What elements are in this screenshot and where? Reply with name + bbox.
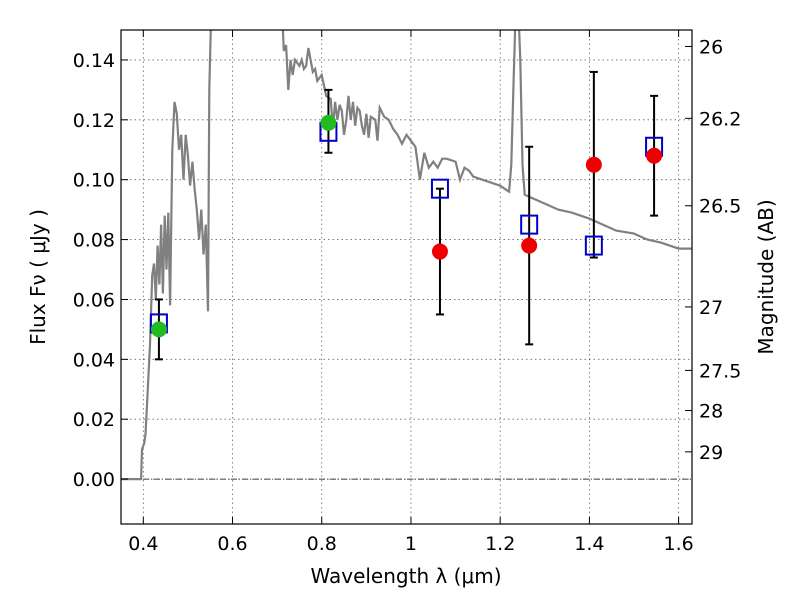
right-tick-label: 27 bbox=[699, 297, 723, 319]
y-tick-label: 0.00 bbox=[73, 469, 115, 491]
ticks: 0.4 0.6 0.8 1 1.2 1.4 1.6 0.00 0.02 0.04 0.06 0.08 0… bbox=[73, 30, 741, 555]
plot-area bbox=[121, 30, 692, 481]
x-tick-label: 1.4 bbox=[574, 533, 604, 555]
y-tick-label: 0.08 bbox=[73, 230, 115, 252]
right-tick-label: 29 bbox=[699, 442, 723, 464]
y-axis-label: Flux Fν ( μJy ) bbox=[26, 209, 50, 345]
y-tick-label: 0.10 bbox=[73, 170, 115, 192]
nondetection-point bbox=[431, 243, 448, 260]
nondetection-point bbox=[521, 237, 538, 254]
right-tick-label: 28 bbox=[699, 401, 723, 423]
model-square bbox=[584, 235, 603, 256]
nondetection-point bbox=[646, 147, 663, 164]
x-tick-label: 1.2 bbox=[485, 533, 515, 555]
y-tick-label: 0.02 bbox=[73, 409, 115, 431]
model-square bbox=[430, 178, 449, 199]
x-tick-label: 1 bbox=[405, 533, 417, 555]
x-tick-label: 0.6 bbox=[217, 533, 247, 555]
observation-markers bbox=[150, 114, 663, 338]
plot-frame bbox=[120, 29, 693, 525]
model-squares bbox=[149, 121, 664, 334]
y-tick-label: 0.06 bbox=[73, 289, 115, 311]
y-tick-label: 0.04 bbox=[73, 349, 115, 371]
detection-point bbox=[320, 114, 337, 131]
y-tick-label: 0.14 bbox=[73, 50, 115, 72]
x-tick-label: 1.6 bbox=[664, 533, 694, 555]
model-square bbox=[520, 214, 539, 235]
right-tick-label: 27.5 bbox=[699, 360, 741, 382]
grid bbox=[121, 30, 692, 524]
model-spectrum-line bbox=[121, 30, 692, 481]
nondetection-point bbox=[585, 156, 602, 173]
right-tick-label: 26.2 bbox=[699, 108, 741, 130]
x-tick-label: 0.8 bbox=[307, 533, 337, 555]
right-tick-label: 26.5 bbox=[699, 196, 741, 218]
right-axis-label: Magnitude (AB) bbox=[754, 199, 778, 354]
x-tick-label: 0.4 bbox=[128, 533, 158, 555]
x-axis-label: Wavelength λ (μm) bbox=[310, 564, 501, 588]
y-tick-label: 0.12 bbox=[73, 110, 115, 132]
detection-point bbox=[150, 321, 167, 338]
right-tick-label: 26 bbox=[699, 36, 723, 58]
